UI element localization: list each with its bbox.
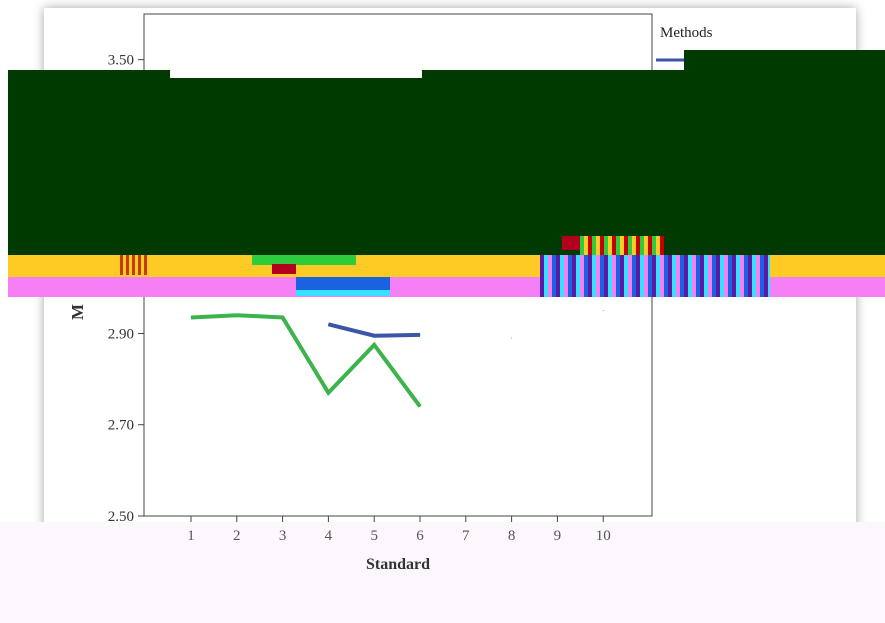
x-tick-label: 3 bbox=[279, 528, 287, 544]
y-tick-label: 2.50 bbox=[108, 509, 134, 525]
x-tick-label: 2 bbox=[233, 528, 241, 544]
cyan-overlay-patch bbox=[296, 290, 390, 296]
y-tick-label: 2.70 bbox=[108, 418, 134, 434]
noise-overlay-patch-2 bbox=[580, 236, 664, 255]
x-tick-label: 6 bbox=[416, 528, 424, 544]
x-tick-label: 9 bbox=[554, 528, 562, 544]
lower-band bbox=[0, 522, 885, 623]
red-overlay-patch bbox=[272, 264, 296, 274]
dark-overlay-top-left bbox=[170, 70, 422, 78]
dark-overlay-band bbox=[8, 70, 885, 255]
series-line-2 bbox=[190, 313, 422, 408]
x-tick-label: 7 bbox=[462, 528, 470, 544]
series-line-1 bbox=[327, 322, 421, 338]
x-tick-label: 10 bbox=[596, 528, 611, 544]
x-tick-label: 8 bbox=[508, 528, 516, 544]
y-tick-label: 2.90 bbox=[108, 326, 134, 342]
noise-overlay-patch bbox=[540, 255, 770, 297]
red-overlay-patch-2 bbox=[562, 236, 580, 250]
dark-overlay-legend-block bbox=[684, 50, 885, 72]
x-tick-label: 1 bbox=[187, 528, 195, 544]
x-tick-label: 4 bbox=[325, 528, 333, 544]
series-point-2 bbox=[511, 337, 513, 339]
legend-title: Methods bbox=[660, 25, 713, 41]
y-tick-label: 3.50 bbox=[108, 53, 134, 69]
green-overlay-patch bbox=[252, 255, 356, 265]
x-axis-label: Standard bbox=[366, 556, 430, 573]
y-axis-label: M bbox=[68, 304, 87, 320]
series-point-2 bbox=[602, 310, 604, 312]
x-tick-label: 5 bbox=[370, 528, 378, 544]
noise-overlay-patch-3 bbox=[120, 255, 150, 275]
